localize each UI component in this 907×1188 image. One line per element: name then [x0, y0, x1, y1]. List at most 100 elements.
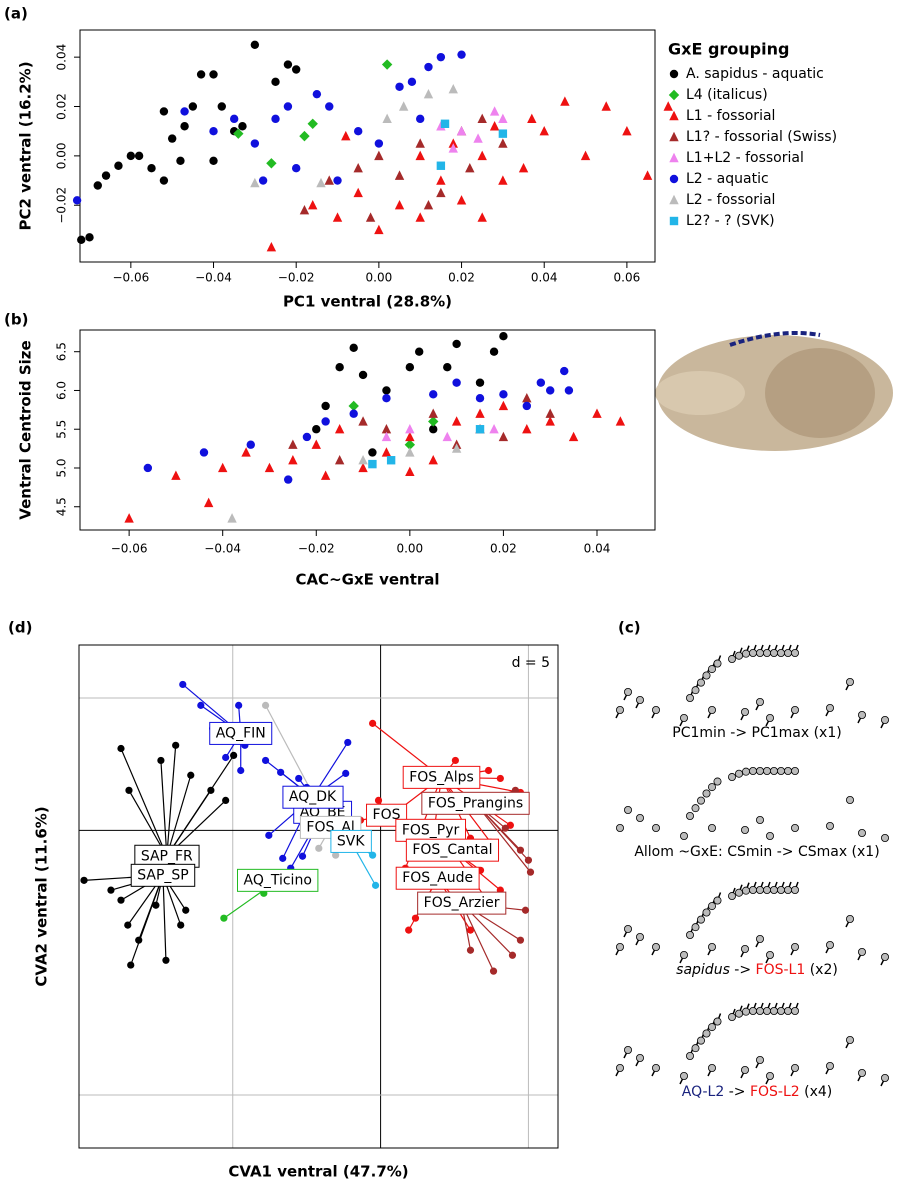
- point: [342, 769, 350, 777]
- point: [307, 118, 318, 129]
- landmark: [826, 822, 835, 831]
- caption-part: FOS-L2: [750, 1084, 800, 1100]
- landmark: [770, 1007, 779, 1016]
- point: [332, 212, 343, 222]
- point: [394, 170, 405, 180]
- landmark: [616, 706, 625, 715]
- point: [489, 967, 498, 975]
- point: [241, 447, 251, 457]
- point: [288, 455, 298, 465]
- point: [353, 163, 363, 173]
- landmark: [742, 886, 751, 895]
- landmark: [858, 948, 867, 957]
- point: [498, 138, 508, 148]
- point: [271, 114, 280, 124]
- point: [456, 125, 467, 136]
- point: [266, 241, 277, 252]
- point: [466, 946, 475, 954]
- x-tick-label: −0.06: [112, 271, 149, 285]
- point: [374, 224, 384, 235]
- group-label: FOS_Arzier: [424, 895, 500, 911]
- landmark: [756, 698, 765, 707]
- point: [283, 60, 293, 69]
- point: [382, 113, 392, 124]
- point: [308, 200, 318, 210]
- landmark: [708, 1023, 717, 1032]
- point: [560, 96, 570, 106]
- point: [334, 424, 345, 434]
- legend-label: L2 - aquatic: [686, 171, 769, 187]
- group-label: SVK: [337, 833, 365, 849]
- link-line: [162, 875, 167, 961]
- point: [498, 431, 509, 442]
- landmark: [881, 953, 890, 962]
- landmark: [708, 943, 717, 952]
- point: [217, 462, 228, 473]
- landmark: [735, 651, 744, 660]
- landmark: [728, 892, 737, 901]
- point: [250, 40, 260, 50]
- point: [456, 195, 467, 205]
- landmark: [616, 943, 625, 952]
- point: [499, 332, 508, 341]
- point: [124, 513, 134, 523]
- point: [93, 181, 102, 190]
- group-label: FOS_Aude: [402, 870, 473, 886]
- point: [222, 753, 230, 762]
- point: [473, 133, 483, 143]
- landmark: [741, 945, 750, 954]
- landmark: [784, 649, 793, 658]
- point: [564, 386, 574, 395]
- point: [448, 143, 458, 153]
- point: [147, 164, 156, 173]
- point: [498, 113, 508, 124]
- point: [230, 751, 238, 759]
- point: [334, 455, 345, 465]
- x-tick-label: 0.02: [490, 542, 517, 556]
- landmark: [766, 951, 775, 960]
- point: [127, 961, 135, 969]
- point: [159, 176, 169, 185]
- point: [125, 786, 133, 794]
- landmark: [742, 649, 751, 658]
- point: [568, 431, 579, 442]
- point: [187, 771, 195, 779]
- point: [382, 394, 391, 403]
- landmark: [791, 886, 800, 895]
- scale-note: d = 5: [512, 655, 550, 671]
- panel-label: (d): [8, 619, 32, 637]
- group-label-box: [282, 785, 344, 809]
- legend-label: L1+L2 - fossorial: [686, 150, 804, 166]
- point: [365, 212, 376, 222]
- point: [448, 138, 458, 148]
- point: [85, 233, 94, 242]
- landmark: [697, 796, 706, 805]
- landmark: [763, 649, 772, 658]
- point: [465, 163, 475, 173]
- point: [522, 401, 532, 411]
- landmark: [691, 923, 700, 932]
- point: [374, 150, 384, 161]
- y-axis-label: CVA2 ventral (11.6%): [33, 806, 51, 986]
- landmark: [826, 941, 835, 950]
- y-axis-label: Ventral Centroid Size: [17, 340, 35, 519]
- landmark: [777, 886, 786, 895]
- landmark: [735, 888, 744, 897]
- point: [265, 831, 273, 839]
- point: [369, 719, 377, 727]
- group-label-box: [330, 829, 372, 853]
- point: [157, 756, 165, 765]
- landmark: [763, 886, 772, 895]
- point: [601, 101, 611, 111]
- point: [209, 126, 218, 136]
- group-label: SAP_SP: [137, 867, 189, 883]
- legend-marker: [669, 69, 679, 79]
- point: [489, 347, 499, 356]
- landmark: [697, 678, 706, 687]
- point: [457, 50, 466, 59]
- skull-photo: [655, 330, 893, 451]
- point: [496, 774, 504, 783]
- group-label-box: [405, 838, 500, 862]
- point: [124, 921, 132, 929]
- landmark: [741, 826, 750, 835]
